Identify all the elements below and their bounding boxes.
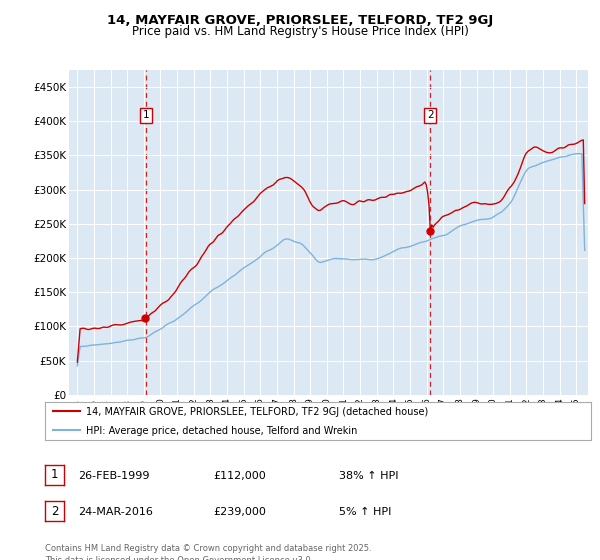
Text: 1: 1 bbox=[51, 468, 58, 482]
Text: 1: 1 bbox=[143, 110, 149, 120]
Text: HPI: Average price, detached house, Telford and Wrekin: HPI: Average price, detached house, Telf… bbox=[86, 426, 358, 436]
Text: 2: 2 bbox=[51, 505, 58, 518]
Text: £239,000: £239,000 bbox=[213, 507, 266, 517]
Text: 24-MAR-2016: 24-MAR-2016 bbox=[78, 507, 153, 517]
Text: 38% ↑ HPI: 38% ↑ HPI bbox=[339, 470, 398, 480]
Text: Contains HM Land Registry data © Crown copyright and database right 2025.
This d: Contains HM Land Registry data © Crown c… bbox=[45, 544, 371, 560]
Text: 14, MAYFAIR GROVE, PRIORSLEE, TELFORD, TF2 9GJ: 14, MAYFAIR GROVE, PRIORSLEE, TELFORD, T… bbox=[107, 14, 493, 27]
Text: 14, MAYFAIR GROVE, PRIORSLEE, TELFORD, TF2 9GJ (detached house): 14, MAYFAIR GROVE, PRIORSLEE, TELFORD, T… bbox=[86, 407, 428, 417]
Text: 26-FEB-1999: 26-FEB-1999 bbox=[78, 470, 149, 480]
Text: Price paid vs. HM Land Registry's House Price Index (HPI): Price paid vs. HM Land Registry's House … bbox=[131, 25, 469, 39]
Text: 2: 2 bbox=[427, 110, 434, 120]
Text: 5% ↑ HPI: 5% ↑ HPI bbox=[339, 507, 391, 517]
Text: £112,000: £112,000 bbox=[213, 470, 266, 480]
